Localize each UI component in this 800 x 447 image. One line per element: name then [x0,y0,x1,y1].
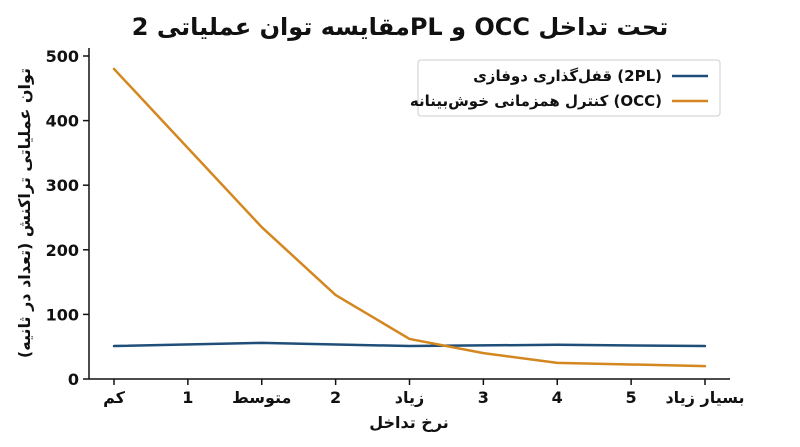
y-tick-label: 100 [46,305,79,324]
y-tick-label: 200 [46,241,79,260]
series-layer [112,67,707,368]
x-tick-label: 1 [182,388,193,407]
legend: قفل‌گذاری دوفازی (2PL) کنترل همزمانی خوش‌… [410,59,721,117]
legend-label-0: قفل‌گذاری دوفازی (2PL) [473,67,662,85]
x-tick-label: کم [103,388,126,407]
x-tick-label: متوسط [232,388,291,407]
y-tick-label: 500 [46,47,79,66]
x-tick-label: 4 [552,388,563,407]
y-axis-label: توان عملیاتی تراکنش (تعداد در ثانیه) [15,68,34,358]
x-tick-label: 2 [330,388,341,407]
x-tick-label: بسیار زیاد [665,388,744,407]
legend-box [417,59,721,117]
x-axis-label: نرخ تداخل [369,413,449,432]
x-tick-label: 3 [478,388,489,407]
series-line-0 [112,341,707,348]
y-tick-label: 0 [68,370,79,389]
legend-label-1: کنترل همزمانی خوش‌بینانه (OCC) [410,92,662,110]
y-tick-label: 400 [46,112,79,131]
y-tick-label: 300 [46,176,79,195]
x-tick-label: 5 [626,388,637,407]
x-tick-label: زیاد [395,388,424,407]
y-axis-ticks: 0 100 200 300 400 500 [46,47,89,389]
x-axis-ticks: کم 1 متوسط 2 زیاد 3 4 5 بسیار زیاد [103,379,745,407]
chart-title: مقایسه توان عملیاتی 2PL و OCC تحت تداخل [132,13,668,41]
